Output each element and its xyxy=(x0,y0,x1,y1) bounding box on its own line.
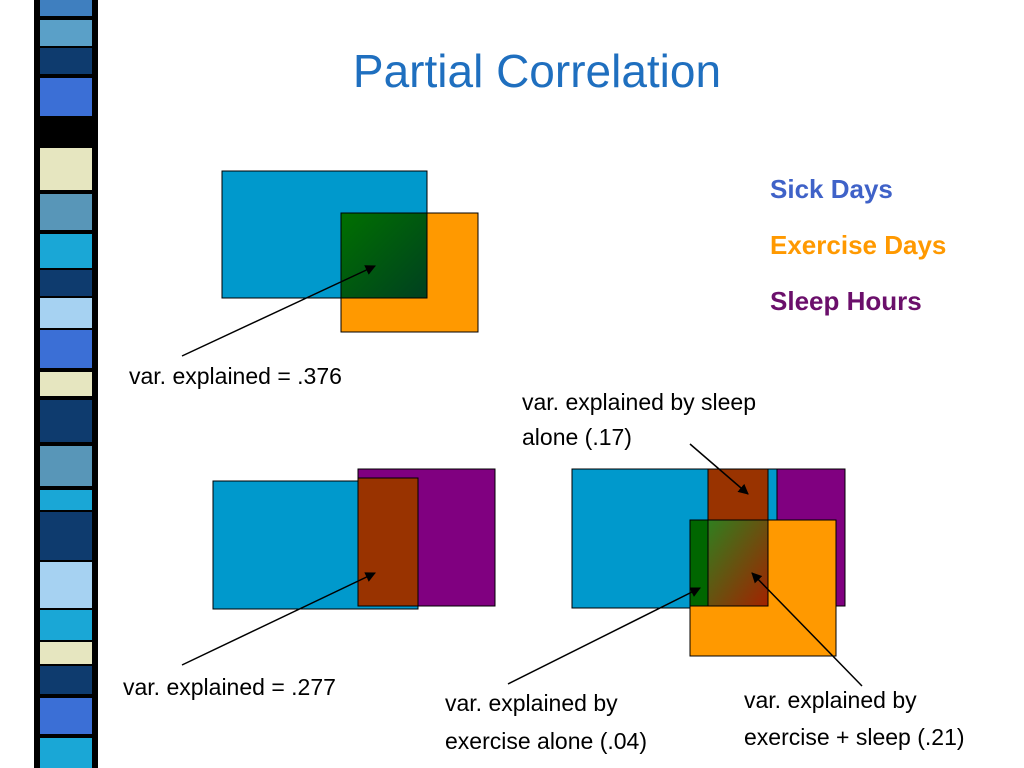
exercise-alone-region xyxy=(689,519,709,607)
diagram-both xyxy=(507,443,863,687)
diagram-sleep xyxy=(181,468,496,666)
arrow-exercise-overlap xyxy=(181,265,376,357)
arrow-exercise-sleep-shared xyxy=(751,572,863,687)
label-exercise-explained: var. explained = .376 xyxy=(129,363,342,389)
label-exercise-alone-line1: var. explained by xyxy=(445,690,618,716)
diagram-exercise xyxy=(181,170,479,357)
page-title: Partial Correlation xyxy=(352,45,722,97)
legend-item-sleep-hours: Sleep Hours xyxy=(770,286,922,316)
legend-item-exercise-days: Exercise Days xyxy=(770,230,947,260)
label-exercise-alone-line2: exercise alone (.04) xyxy=(445,728,647,754)
legend-item-sick-days: Sick Days xyxy=(770,174,893,204)
exercise-overlap-region xyxy=(340,212,428,299)
arrow-exercise-alone xyxy=(507,587,701,685)
label-exercise-sleep-line2: exercise + sleep (.21) xyxy=(744,724,965,750)
label-exercise-sleep-line1: var. explained by xyxy=(744,687,917,713)
label-sleep-explained: var. explained = .277 xyxy=(123,674,336,700)
arrow-sleep-overlap xyxy=(181,572,376,666)
exercise-sleep-shared-region xyxy=(707,519,769,607)
arrow-sleep-alone xyxy=(689,443,749,495)
sleep-overlap-region xyxy=(357,477,419,607)
label-sleep-alone-line1: var. explained by sleep xyxy=(522,389,756,415)
label-sleep-alone-line2: alone (.17) xyxy=(522,424,632,450)
sleep-alone-region xyxy=(707,468,769,521)
